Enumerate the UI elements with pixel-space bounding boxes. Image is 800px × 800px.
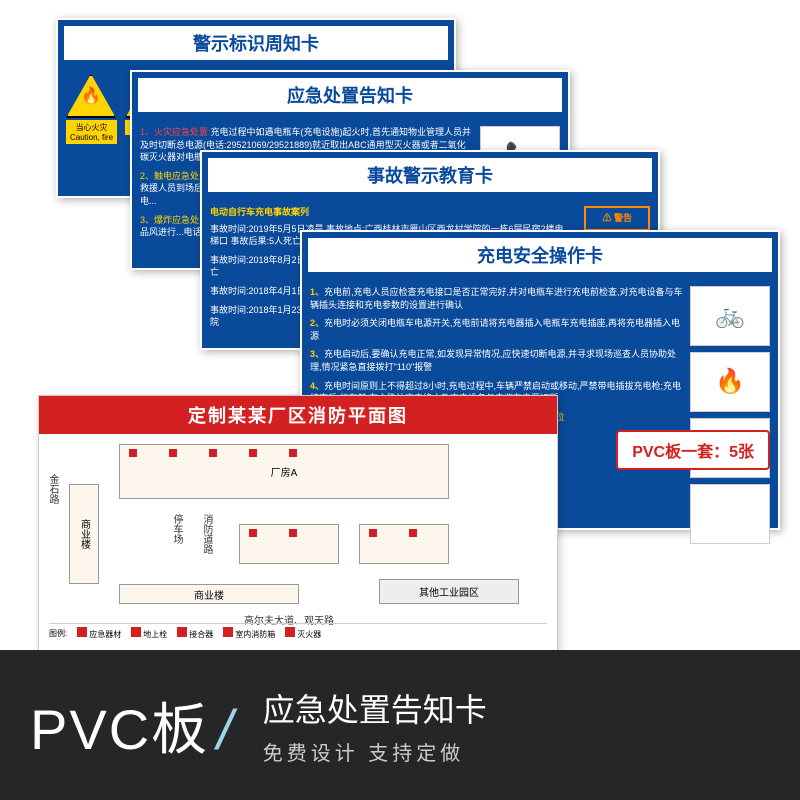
building: 其他工业园区 [379,579,519,604]
hazard-item: 🔥 当心火灾Caution, fire [66,74,117,144]
card-title: 事故警示教育卡 [208,158,652,192]
subtitle: 电动自行车充电事故案列 [210,206,568,219]
warning-badge: ⚠ 警告 [584,206,650,231]
card-title: 警示标识周知卡 [64,26,448,60]
building: 商业楼 [119,584,299,604]
fire-marker-icon [169,449,177,457]
building: 商业楼 [69,484,99,584]
fire-marker-icon [289,529,297,537]
bike-icon: 🏍 [690,484,770,544]
footer-banner: PVC板/ 应急处置告知卡 免费设计 支持定做 [0,650,800,800]
card-title: 充电安全操作卡 [308,238,772,272]
road-label: 消防道路 [199,514,214,554]
floorplan-title: 定制某某厂区消防平面图 [39,396,557,434]
road-label: 金石路 [45,474,60,504]
footer-sub: 免费设计 支持定做 [263,737,487,766]
fire-triangle-icon: 🔥 [66,74,116,118]
pvc-set-badge: PVC板一套：5张 [616,430,770,470]
fire-marker-icon [129,449,137,457]
fire-marker-icon [209,449,217,457]
floorplan-card: 定制某某厂区消防平面图 金石路 商业楼 厂房A 消防道路 停车场 商业楼 其他工… [38,395,558,655]
hazard-label: 当心火灾Caution, fire [66,120,117,144]
footer-heading: 应急处置告知卡 [263,685,487,731]
floorplan-body: 金石路 商业楼 厂房A 消防道路 停车场 商业楼 其他工业园区 高尔夫大道、观天… [39,434,557,644]
road-label: 停车场 [169,514,184,544]
fire-icon: 🔥 [690,352,770,412]
fire-marker-icon [249,529,257,537]
footer-left: PVC板/ [30,685,243,766]
bike-icon: 🚲 [690,286,770,346]
legend: 图例: 应急器材 地上栓 接合器 室内消防箱 灭火器 [49,623,547,640]
fire-marker-icon [249,449,257,457]
fire-marker-icon [289,449,297,457]
footer-right: 应急处置告知卡 免费设计 支持定做 [263,685,487,766]
fire-marker-icon [409,529,417,537]
card-title: 应急处置告知卡 [138,78,562,112]
fire-marker-icon [369,529,377,537]
card-stage: 警示标识周知卡 🔥 当心火灾Caution, fire ⚡当 ⚠ 应急处置告知卡… [0,0,800,640]
card-illustrations: 🚲 🔥 🔌 🏍 [690,286,770,544]
